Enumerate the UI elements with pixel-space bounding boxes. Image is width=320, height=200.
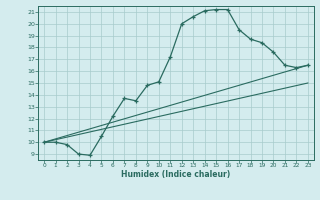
X-axis label: Humidex (Indice chaleur): Humidex (Indice chaleur) [121,170,231,179]
